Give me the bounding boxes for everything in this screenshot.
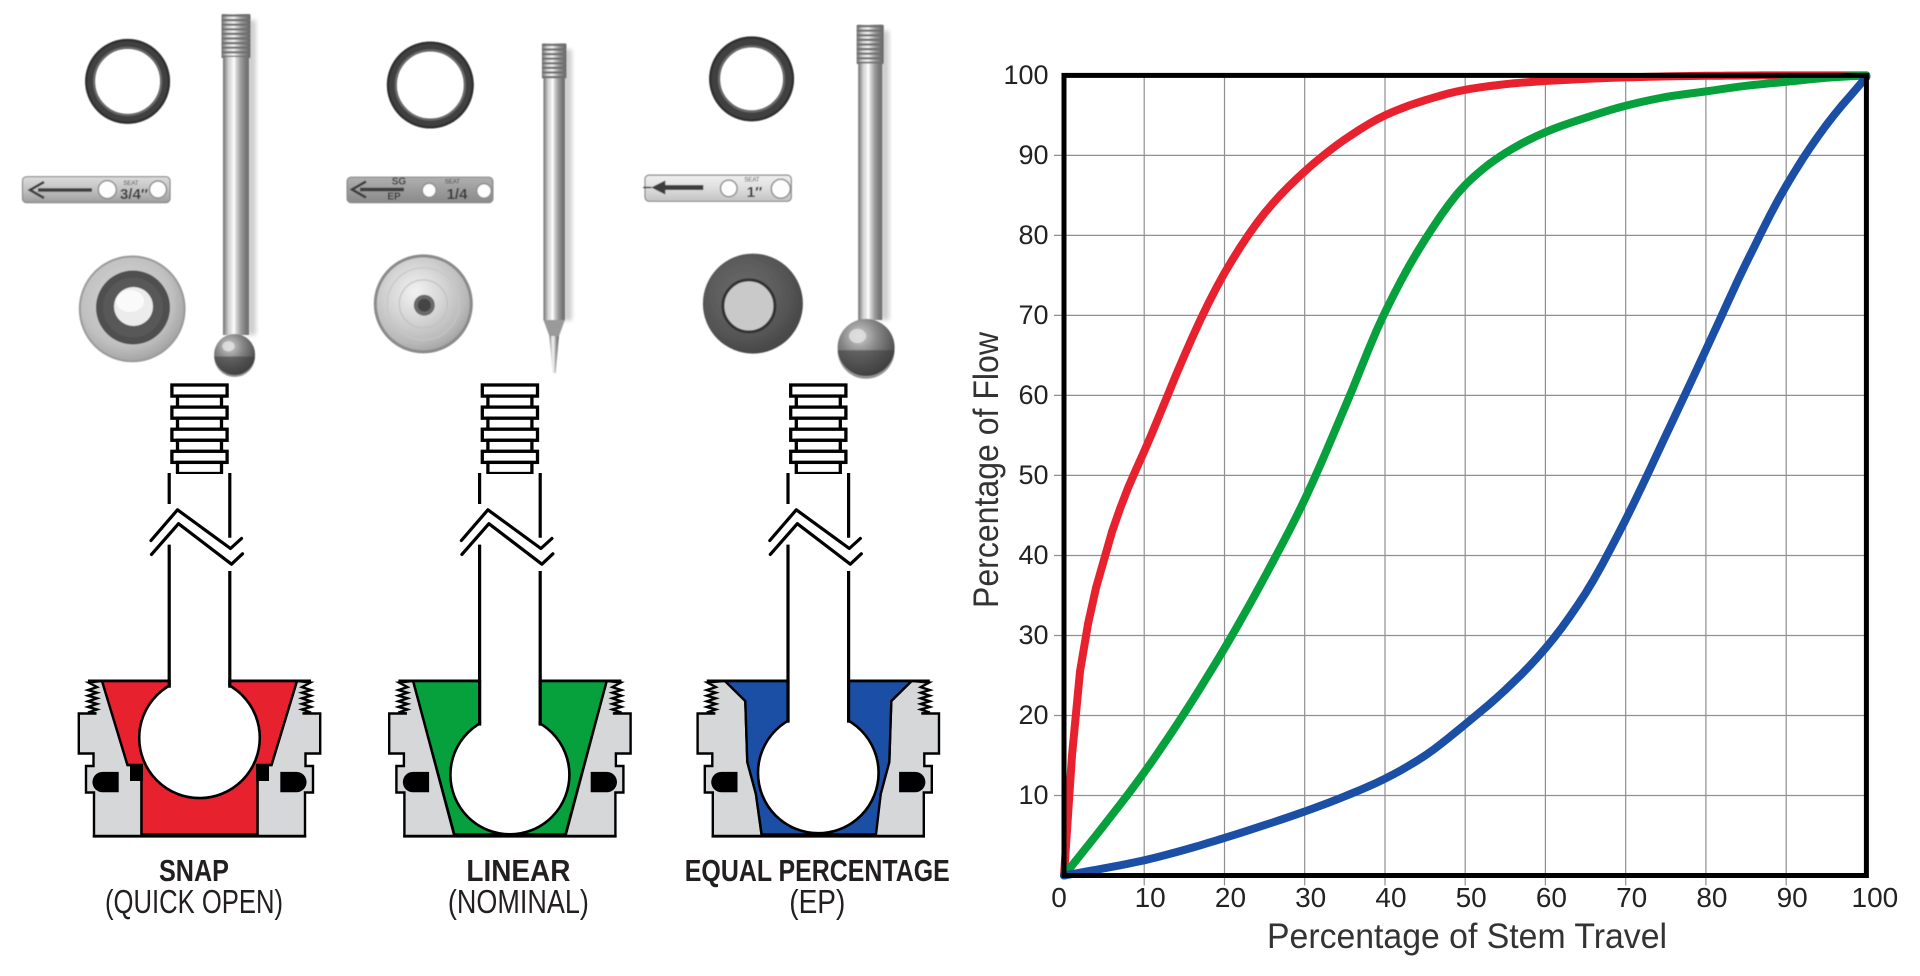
svg-text:20: 20: [1018, 700, 1048, 730]
svg-text:1″: 1″: [747, 184, 763, 201]
svg-text:70: 70: [1018, 300, 1048, 330]
svg-text:SEAT: SEAT: [744, 178, 760, 184]
svg-text:1/4: 1/4: [447, 186, 469, 203]
svg-text:10: 10: [1135, 882, 1166, 913]
svg-text:50: 50: [1018, 460, 1048, 490]
svg-text:SG: SG: [392, 177, 407, 188]
svg-text:SNAP: SNAP: [159, 853, 229, 888]
svg-text:40: 40: [1375, 882, 1406, 913]
svg-text:20: 20: [1215, 882, 1246, 913]
svg-text:60: 60: [1018, 380, 1048, 410]
svg-text:LINEAR: LINEAR: [466, 853, 570, 888]
svg-text:30: 30: [1295, 882, 1326, 913]
svg-text:50: 50: [1456, 882, 1487, 913]
svg-text:(EP): (EP): [789, 883, 845, 920]
svg-text:EP: EP: [387, 192, 401, 203]
svg-text:80: 80: [1018, 220, 1048, 250]
svg-text:90: 90: [1777, 882, 1808, 913]
svg-text:(NOMINAL): (NOMINAL): [448, 883, 589, 920]
svg-text:SEAT: SEAT: [445, 179, 461, 185]
svg-text:SEAT: SEAT: [123, 181, 139, 187]
svg-text:100: 100: [1852, 882, 1899, 913]
svg-text:90: 90: [1018, 140, 1048, 170]
svg-text:70: 70: [1616, 882, 1647, 913]
svg-text:10: 10: [1018, 780, 1048, 810]
svg-text:40: 40: [1018, 540, 1048, 570]
svg-text:30: 30: [1018, 620, 1048, 650]
svg-text:100: 100: [1003, 60, 1048, 90]
svg-text:(QUICK OPEN): (QUICK OPEN): [105, 883, 283, 920]
svg-text:0: 0: [1051, 882, 1067, 913]
svg-text:EQUAL PERCENTAGE: EQUAL PERCENTAGE: [685, 853, 950, 888]
svg-text:60: 60: [1536, 882, 1567, 913]
svg-text:3/4″: 3/4″: [120, 186, 148, 203]
svg-text:Percentage of Stem Travel: Percentage of Stem Travel: [1267, 917, 1667, 956]
svg-text:Percentage of Flow: Percentage of Flow: [967, 331, 1006, 608]
svg-text:80: 80: [1696, 882, 1727, 913]
